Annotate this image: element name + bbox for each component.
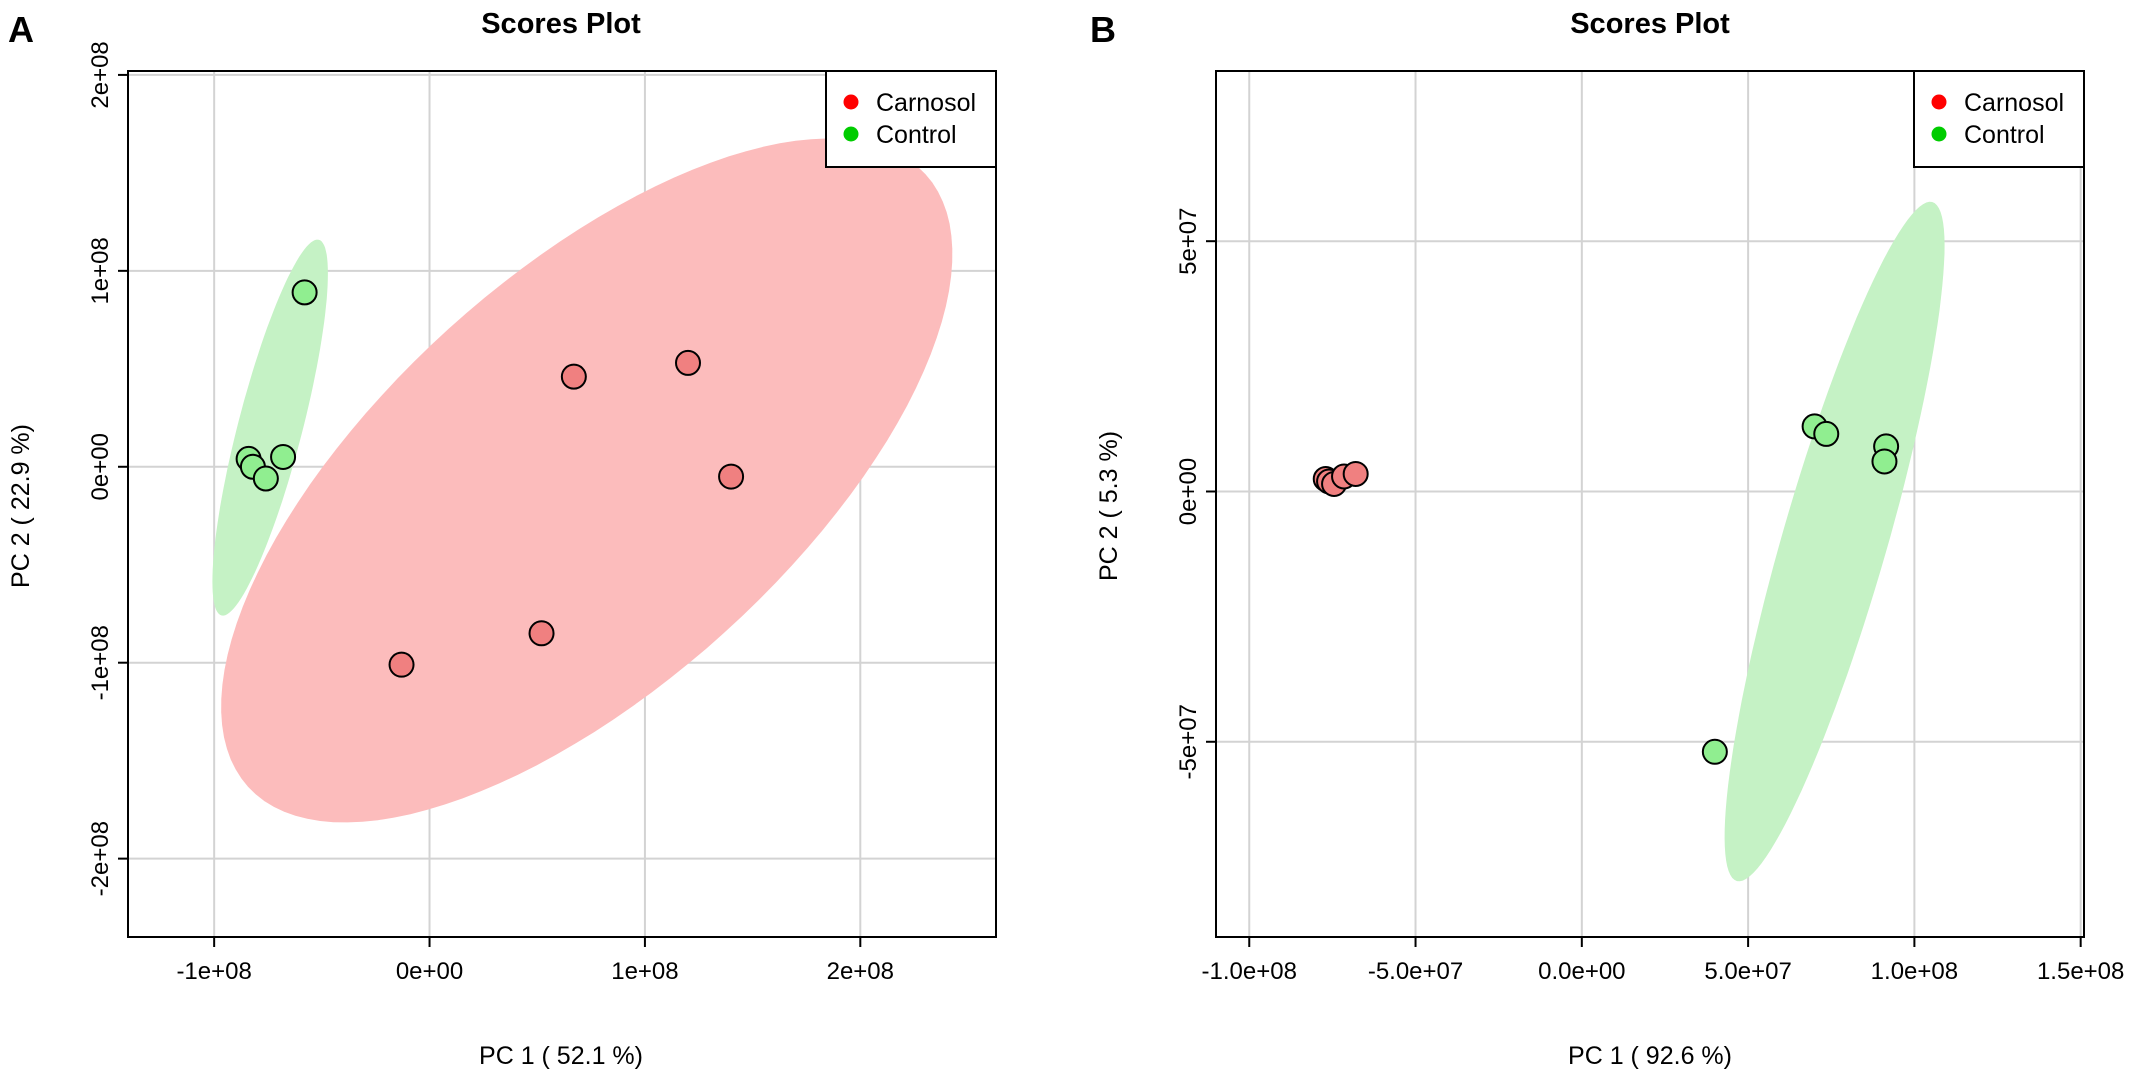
panel-a-x-axis-label: PC 1 ( 52.1 %) (479, 1042, 643, 1070)
panel-a-x-tick-label-2: 1e+08 (611, 958, 678, 985)
panel-a-carnosol-point-0 (560, 363, 587, 390)
panel-b-legend-box (1913, 70, 2085, 168)
panel-a-legend-carnosol-marker (843, 94, 859, 110)
panel-b-y-tick-label-0: -5e+07 (1175, 704, 1202, 779)
panel-a-carnosol-ellipse (221, 138, 953, 823)
panel-b-x-tick-label-5: 1.5e+08 (2037, 958, 2124, 985)
panel-b-legend-carnosol-marker (1931, 94, 1947, 110)
panel-b-carnosol-point-4 (1342, 460, 1369, 487)
panel-b-y-tick-label-2: 5e+07 (1175, 207, 1202, 274)
panel-a-legend-control-marker (843, 126, 859, 142)
panel-a-y-tick-label-3: 1e+08 (87, 237, 114, 304)
panel-b: B Scores Plot PC 1 ( 92.6 %) PC 2 ( 5.3 … (1090, 8, 2124, 1070)
panel-a-y-axis-label: PC 2 ( 22.9 %) (7, 424, 35, 588)
panel-b-x-tick-label-0: -1.0e+08 (1202, 958, 1297, 985)
panel-b-plot-frame (1215, 70, 2085, 938)
panel-b-legend-control-label: Control (1964, 121, 2045, 149)
panel-b-x-tick-label-1: -5.0e+07 (1368, 958, 1463, 985)
panel-b-control-point-3 (1871, 448, 1898, 475)
panel-a-legend: Carnosol Control (825, 70, 997, 168)
panel-b-x-tick-label-2: 0.0e+00 (1538, 958, 1625, 985)
panel-a-legend-carnosol-label: Carnosol (876, 89, 976, 117)
panel-a-carnosol-point-1 (675, 349, 701, 376)
panel-b-x-tick-label-3: 5.0e+07 (1704, 958, 1791, 985)
panel-b-ellipses (1320, 201, 1945, 882)
panel-b-grid (1216, 71, 2084, 937)
panel-a-x-tick-label-3: 2e+08 (827, 958, 894, 985)
panel-b-control-ellipse (1724, 201, 1945, 882)
panel-b-legend: Carnosol Control (1913, 70, 2085, 168)
panel-b-y-axis-label: PC 2 ( 5.3 %) (1095, 431, 1123, 581)
panel-a-x-tick-label-1: 0e+00 (396, 958, 463, 985)
panel-b-x-axis-label: PC 1 ( 92.6 %) (1568, 1042, 1732, 1070)
panel-a-y-axis: -2e+08 -1e+08 0e+00 1e+08 2e+08 (87, 41, 129, 896)
panel-a-control-point-4 (252, 465, 279, 492)
panel-a-y-tick-label-1: -1e+08 (87, 625, 114, 700)
panel-b-y-tick-label-1: 0e+00 (1175, 458, 1202, 525)
panel-a: A Scores Plot PC 1 ( 52.1 %) PC 2 ( 22.9… (7, 8, 997, 1070)
panel-b-label: B (1090, 9, 1116, 50)
panel-a-y-tick-label-0: -2e+08 (87, 821, 114, 896)
panel-a-carnosol-point-4 (388, 651, 415, 678)
panel-b-control-point-1 (1813, 420, 1840, 447)
panel-a-title: Scores Plot (481, 8, 641, 40)
panel-b-control-point-4 (1701, 738, 1728, 765)
panel-a-points (235, 279, 745, 678)
panel-b-legend-carnosol-label: Carnosol (1964, 89, 2064, 117)
panel-b-y-axis: -5e+07 0e+00 5e+07 (1175, 207, 1217, 779)
panel-a-carnosol-point-2 (718, 463, 745, 490)
panel-a-legend-box (825, 70, 997, 168)
panel-a-legend-control-label: Control (876, 121, 957, 149)
panel-b-title: Scores Plot (1570, 8, 1730, 40)
panel-b-x-axis: -1.0e+08 -5.0e+07 0.0e+00 5.0e+07 1.0e+08 1.5… (1202, 936, 2124, 985)
panel-a-ellipses (212, 138, 953, 823)
panel-a-x-tick-label-0: -1e+08 (176, 958, 251, 985)
panel-a-carnosol-point-3 (528, 620, 555, 647)
panel-a-label: A (8, 9, 34, 50)
panel-a-control-ellipse (212, 239, 328, 616)
panel-a-control-point-0 (291, 279, 318, 306)
panel-a-y-tick-label-4: 2e+08 (87, 41, 114, 108)
panel-b-x-tick-label-4: 1.0e+08 (1871, 958, 1958, 985)
panel-a-x-axis: -1e+08 0e+00 1e+08 2e+08 (176, 936, 894, 985)
panel-a-y-tick-label-2: 0e+00 (87, 433, 114, 500)
panel-b-legend-control-marker (1931, 126, 1947, 142)
panel-a-control-point-1 (270, 443, 297, 470)
panel-b-points (1312, 413, 1900, 765)
